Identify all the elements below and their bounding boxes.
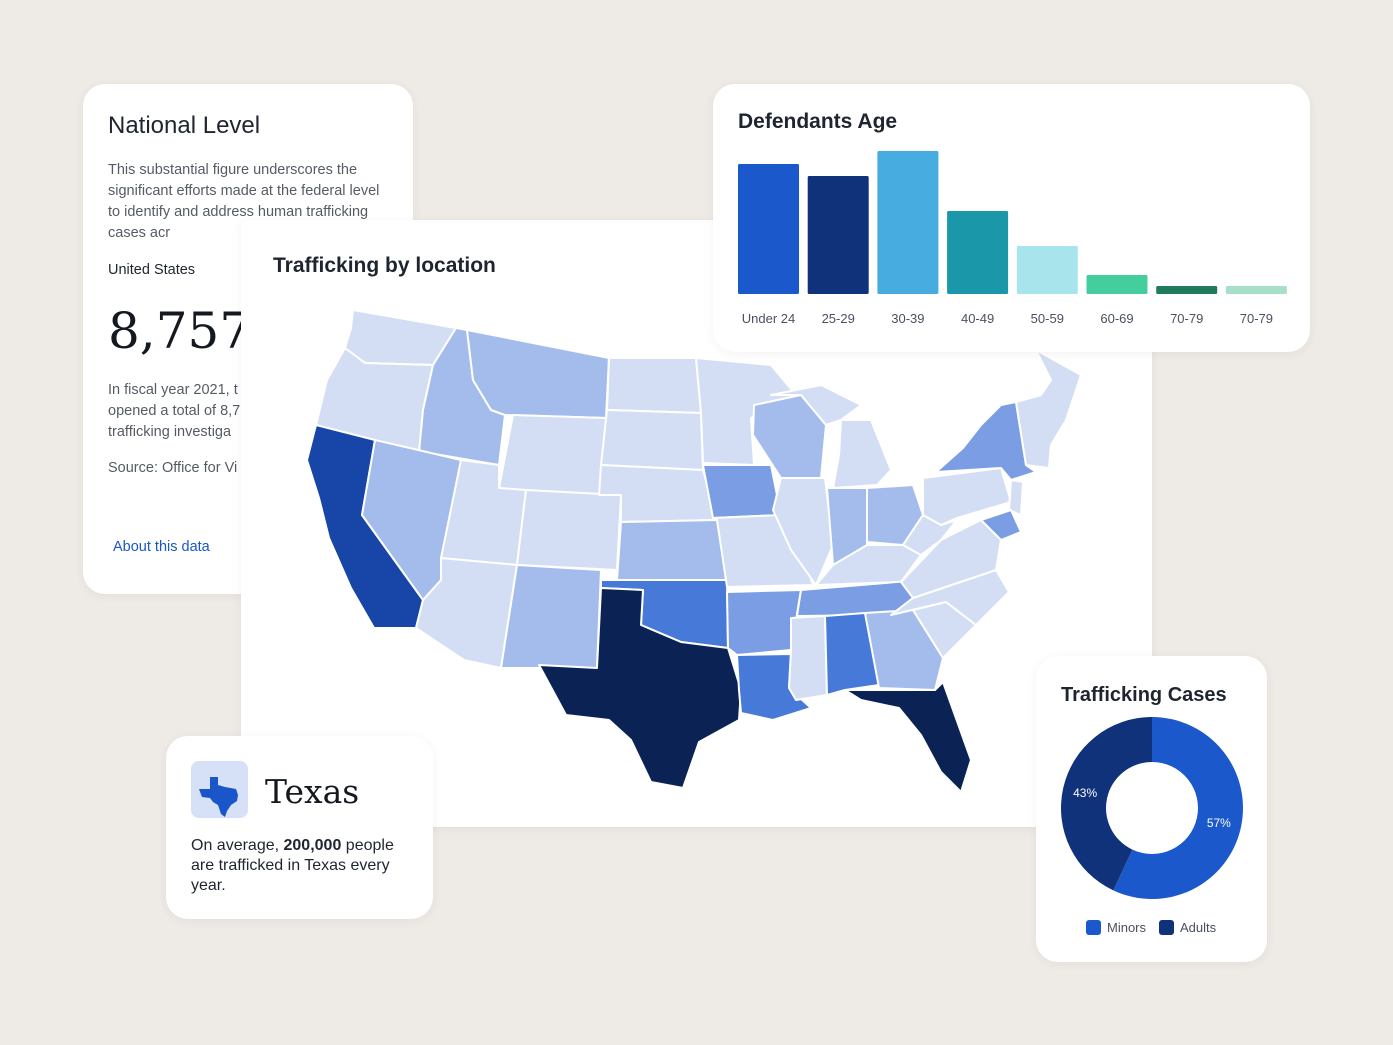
state-colorado[interactable]: [516, 489, 622, 571]
state-alabama[interactable]: [824, 612, 880, 696]
trafficking-cases-card: Trafficking Cases 57% 43% Minors Adults: [1036, 656, 1267, 962]
legend-item-minors: Minors: [1086, 920, 1146, 935]
state-north-dakota[interactable]: [606, 357, 702, 414]
age-bar[interactable]: [738, 164, 799, 294]
state-texas[interactable]: [538, 587, 742, 789]
state-florida[interactable]: [844, 681, 972, 793]
age-tick-label: 70-79: [1240, 311, 1273, 326]
cases-donut-chart: 57% 43%: [1061, 717, 1243, 899]
fiscal-line: trafficking investiga: [108, 424, 232, 440]
state-iowa[interactable]: [702, 464, 782, 519]
us-choropleth-map: [306, 309, 1082, 793]
fiscal-line: opened a total of 8,7: [108, 403, 241, 419]
age-bar[interactable]: [877, 151, 939, 294]
legend-item-adults: Adults: [1159, 920, 1216, 935]
age-bar[interactable]: [1156, 286, 1218, 294]
state-new-jersey[interactable]: [1008, 479, 1024, 516]
texas-shape-icon: [199, 777, 238, 817]
texas-text-before: On average,: [191, 837, 284, 854]
about-data-link[interactable]: About this data: [113, 539, 210, 555]
national-level-title: National Level: [108, 112, 261, 139]
region-label: United States: [108, 262, 196, 278]
texas-icon-box: [191, 761, 248, 818]
age-tick-label: 50-59: [1031, 311, 1064, 326]
texas-state-name: Texas: [265, 772, 360, 811]
age-bar[interactable]: [1016, 246, 1078, 294]
age-bar[interactable]: [807, 176, 869, 294]
texas-highlight-value: 200,000: [283, 837, 342, 854]
fiscal-line: In fiscal year 2021, t: [108, 382, 238, 398]
age-tick-label: 70-79: [1170, 311, 1203, 326]
age-bar[interactable]: [947, 211, 1009, 294]
state-michigan-lower[interactable]: [832, 419, 892, 489]
age-tick-label: 40-49: [961, 311, 994, 326]
state-minnesota[interactable]: [695, 357, 797, 466]
age-bar[interactable]: [1086, 275, 1148, 294]
age-tick-label: 25-29: [822, 311, 855, 326]
donut-slice-minors[interactable]: [1113, 717, 1243, 899]
state-new-mexico[interactable]: [500, 564, 602, 669]
donut-value-label: 43%: [1073, 786, 1097, 800]
state-new-england[interactable]: [1015, 349, 1082, 469]
state-kansas[interactable]: [616, 519, 728, 581]
legend-label-adults: Adults: [1180, 920, 1217, 935]
donut-slice-adults[interactable]: [1061, 717, 1152, 891]
state-arkansas[interactable]: [726, 589, 802, 656]
map-title: Trafficking by location: [273, 254, 496, 277]
age-tick-label: 30-39: [891, 311, 924, 326]
texas-card: Texas On average, 200,000 people are tra…: [166, 736, 433, 919]
state-mississippi[interactable]: [788, 615, 828, 701]
age-tick-label: 60-69: [1100, 311, 1133, 326]
fiscal-year-text: In fiscal year 2021, t opened a total of…: [108, 380, 388, 443]
texas-text-after: people are trafficked in Texas every yea…: [191, 837, 394, 894]
state-south-dakota[interactable]: [600, 409, 704, 471]
legend-label-minors: Minors: [1107, 920, 1147, 935]
legend-swatch-minors: [1086, 920, 1101, 935]
national-intro-text: This substantial figure underscores the …: [108, 162, 380, 241]
state-wyoming[interactable]: [498, 414, 607, 499]
age-bar-chart: Under 24 25-29 30-39 40-49 50-59 60-69 70-79 70…: [738, 151, 1287, 326]
defendants-age-card: Defendants Age Under 24 25-29 30-39 40-49 50…: [713, 84, 1310, 352]
donut-value-label: 57%: [1207, 816, 1231, 830]
legend-swatch-adults: [1159, 920, 1174, 935]
age-tick-label: Under 24: [742, 311, 795, 326]
trafficking-map-card: Trafficking by location: [241, 220, 1152, 827]
age-bar[interactable]: [1225, 286, 1287, 294]
texas-description: On average, 200,000 people are trafficke…: [191, 836, 416, 896]
national-total-value: 8,757: [108, 302, 252, 360]
state-montana[interactable]: [466, 329, 610, 419]
age-chart-title: Defendants Age: [738, 110, 898, 133]
cases-chart-title: Trafficking Cases: [1061, 684, 1227, 706]
source-text: Source: Office for Vi: [108, 460, 238, 476]
state-maryland[interactable]: [980, 509, 1022, 541]
